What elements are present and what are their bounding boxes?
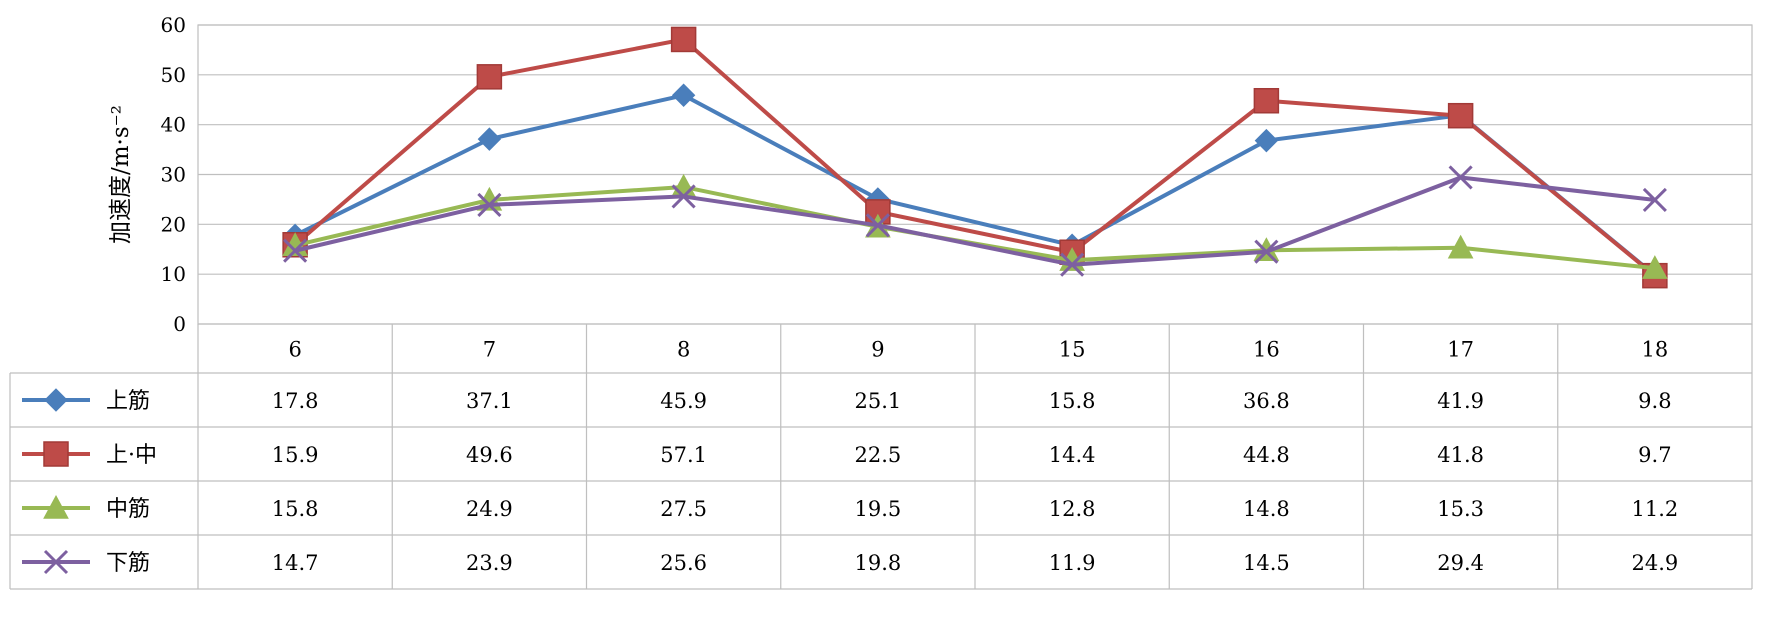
legend-label-zhongjin: 中筋 [106,497,150,522]
data-label-shang-zhong-16: 44.8 [1243,443,1290,467]
x-tick-label-16: 16 [1253,338,1280,362]
point-xiajin-9 [865,213,890,238]
x-tick-label-7: 7 [483,338,496,362]
point-shangjin-16 [1254,128,1279,153]
legend-marker-xiajin [43,549,69,575]
point-shang-zhong-17 [1447,102,1474,129]
point-xiajin-9-b [865,213,890,238]
point-xiajin-16-b [1254,239,1279,264]
data-label-zhongjin-7: 24.9 [466,497,513,521]
y-tick-label-10: 10 [161,262,186,286]
legend-label-shangjin: 上筋 [106,389,150,414]
data-label-shangjin-9: 25.1 [854,389,901,413]
data-label-shang-zhong-17: 41.8 [1437,443,1484,467]
y-tick-label-60: 60 [161,13,186,37]
x-tick-label-9: 9 [871,338,884,362]
series-line-shangjin [294,93,1657,277]
series-markers-xiajin [283,165,1667,277]
y-tick-label-0: 0 [173,312,186,336]
data-label-zhongjin-16: 14.8 [1243,497,1290,521]
data-label-shang-zhong-18: 9.7 [1638,443,1671,467]
data-label-zhongjin-15: 12.8 [1049,497,1096,521]
data-label-shangjin-8: 45.9 [660,389,707,413]
data-label-shang-zhong-8: 57.1 [660,443,707,467]
data-label-shang-zhong-7: 49.6 [466,443,513,467]
point-xiajin-15 [1060,252,1085,277]
data-label-xiajin-7: 23.9 [466,551,513,575]
data-label-xiajin-15: 11.9 [1049,551,1096,575]
point-zhongjin-17 [1447,234,1474,259]
data-label-zhongjin-17: 15.3 [1437,497,1484,521]
point-xiajin-8 [671,184,696,209]
point-xiajin-17-b [1448,165,1473,190]
data-label-shangjin-17: 41.9 [1437,389,1484,413]
point-xiajin-16 [1254,239,1279,264]
data-label-xiajin-17: 29.4 [1437,551,1484,575]
y-tick-label-40: 40 [161,113,186,137]
data-label-zhongjin-9: 19.5 [854,497,901,521]
data-label-shang-zhong-15: 14.4 [1049,443,1096,467]
data-label-shangjin-15: 15.8 [1049,389,1096,413]
legend-label-shang-zhong: 上·中 [106,443,157,468]
point-shang-zhong-7 [476,64,503,90]
data-label-xiajin-8: 25.6 [660,551,707,575]
data-label-shangjin-18: 9.8 [1638,389,1671,413]
point-zhongjin-18 [1642,255,1668,279]
data-label-zhongjin-6: 15.8 [272,497,319,521]
series-line-shang-zhong [293,37,1657,278]
x-tick-label-15: 15 [1059,338,1086,362]
point-xiajin-8-b [671,184,696,209]
point-shang-zhong-16 [1253,87,1280,114]
data-label-zhongjin-8: 27.5 [660,497,707,521]
legend-label-xiajin: 下筋 [106,551,150,576]
point-xiajin-7-b [477,192,502,217]
point-xiajin-6-b [283,238,308,263]
legend-marker-xiajin-b [43,549,69,575]
data-label-xiajin-9: 19.8 [854,551,901,575]
y-tick-label-50: 50 [161,63,186,87]
point-shangjin-7 [477,127,502,151]
point-xiajin-6 [283,238,308,263]
point-xiajin-18-b [1642,187,1667,212]
x-tick-label-6: 6 [288,338,301,362]
point-shangjin-8 [671,83,696,107]
x-tick-label-8: 8 [677,338,690,362]
legend-marker-zhongjin [43,494,69,519]
point-xiajin-15-b [1060,252,1085,277]
x-tick-label-17: 17 [1447,338,1474,362]
data-label-shang-zhong-9: 22.5 [854,443,901,467]
y-axis-label: 加速度/m·s⁻² [108,105,134,244]
data-label-xiajin-6: 14.7 [272,551,319,575]
data-label-shangjin-6: 17.8 [272,389,319,413]
data-label-xiajin-16: 14.5 [1243,551,1290,575]
point-xiajin-18 [1642,187,1667,212]
data-label-xiajin-18: 24.9 [1631,551,1678,575]
point-xiajin-17 [1448,165,1473,190]
legend-marker-shangjin [44,388,68,412]
point-xiajin-7 [477,192,502,217]
series-markers-zhongjin [282,173,1668,279]
legend-marker-shang-zhong [43,441,69,467]
y-tick-label-20: 20 [161,212,186,236]
series-line-xiajin [294,175,1656,267]
data-label-shangjin-16: 36.8 [1243,389,1290,413]
data-label-shangjin-7: 37.1 [466,389,513,413]
point-shang-zhong-8 [670,26,697,53]
x-tick-label-18: 18 [1642,338,1669,362]
data-label-zhongjin-18: 11.2 [1631,497,1678,521]
data-label-shang-zhong-6: 15.9 [272,443,319,467]
y-tick-label-30: 30 [161,163,186,187]
